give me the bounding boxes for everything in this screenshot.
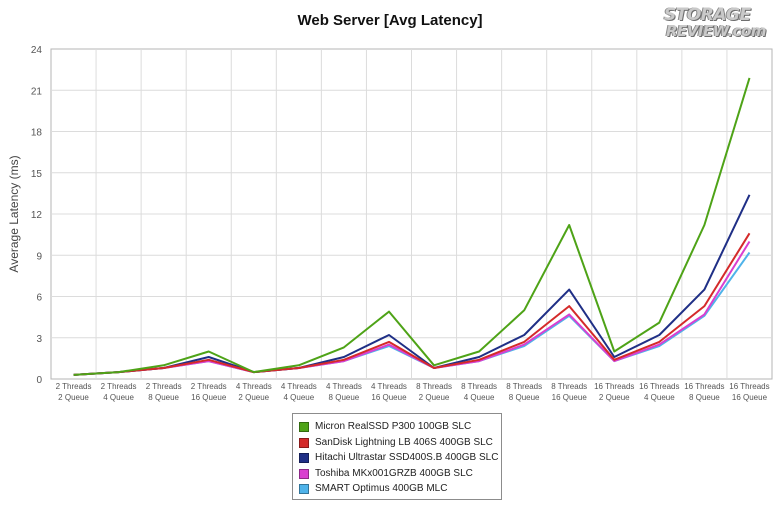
y-tick-label: 3	[36, 334, 42, 345]
x-tick-label: 2 Queue	[238, 393, 269, 402]
y-tick-label: 21	[31, 86, 43, 97]
x-tick-label: 8 Queue	[329, 393, 360, 402]
legend-swatch	[299, 453, 309, 463]
x-tick-label: 16 Queue	[732, 393, 768, 402]
x-tick-label: 16 Threads	[684, 382, 724, 391]
x-tick-label: 16 Threads	[639, 382, 679, 391]
x-tick-label: 4 Queue	[464, 393, 495, 402]
x-axis-tick-labels: 2 Threads 2 Queue 2 Threads 4 Queue 2 Thread…	[56, 382, 770, 402]
legend-label: Hitachi Ultrastar SSD400S.B 400GB SLC	[315, 452, 499, 463]
x-tick-label: 8 Threads	[551, 382, 587, 391]
x-tick-label: 2 Queue	[419, 393, 450, 402]
legend-label: Micron RealSSD P300 100GB SLC	[315, 421, 472, 432]
y-tick-label: 18	[31, 128, 43, 139]
y-tick-label: 9	[36, 251, 42, 262]
x-tick-label: 8 Threads	[506, 382, 542, 391]
series-line	[73, 77, 751, 376]
x-tick-label: 4 Queue	[644, 393, 675, 402]
x-tick-label: 8 Queue	[689, 393, 720, 402]
y-tick-label: 6	[36, 293, 42, 304]
x-tick-label: 8 Threads	[416, 382, 452, 391]
legend-swatch	[299, 422, 309, 432]
x-tick-label: 8 Queue	[148, 393, 179, 402]
y-tick-label: 12	[31, 210, 43, 221]
x-tick-label: 4 Queue	[283, 393, 314, 402]
x-tick-label: 16 Queue	[191, 393, 227, 402]
x-tick-label: 16 Threads	[729, 382, 769, 391]
y-tick-label: 24	[31, 45, 43, 56]
x-tick-label: 4 Threads	[371, 382, 407, 391]
x-tick-label: 16 Queue	[552, 393, 588, 402]
legend-swatch	[299, 437, 309, 448]
x-tick-label: 8 Queue	[509, 393, 540, 402]
x-tick-label: 2 Queue	[58, 393, 89, 402]
y-tick-label: 15	[31, 169, 43, 180]
x-tick-label: 2 Queue	[599, 393, 630, 402]
x-tick-label: 2 Threads	[101, 382, 137, 391]
x-tick-label: 4 Queue	[103, 393, 134, 402]
x-tick-label: 4 Threads	[281, 382, 317, 391]
logo-line-1: STORAGE	[664, 5, 751, 25]
legend-label: Toshiba MKx001GRZB 400GB SLC	[315, 467, 473, 479]
x-tick-label: 8 Threads	[461, 382, 497, 391]
x-tick-label: 2 Threads	[146, 382, 182, 391]
series-lines	[73, 77, 751, 376]
chart-title: Web Server [Avg Latency]	[297, 12, 483, 29]
x-tick-label: 4 Threads	[236, 382, 272, 391]
logo-line-2: REVIEW.com	[666, 22, 767, 40]
x-tick-label: 4 Threads	[326, 382, 362, 391]
x-tick-label: 16 Threads	[594, 382, 634, 391]
y-tick-label: 0	[36, 375, 42, 386]
legend-swatch	[299, 468, 309, 479]
x-tick-label: 2 Threads	[191, 382, 227, 391]
x-tick-label: 2 Threads	[56, 382, 92, 391]
legend: Micron RealSSD P300 100GB SLC SanDisk Lig…	[292, 413, 502, 500]
storagereview-logo: STORAGE REVIEW.com	[664, 5, 767, 41]
series-line	[73, 194, 751, 376]
y-axis-label: Average Latency (ms)	[7, 155, 21, 272]
series-line	[73, 232, 751, 376]
legend-swatch	[299, 484, 309, 494]
legend-label: SanDisk Lightning LB 406S 400GB SLC	[315, 436, 493, 448]
legend-label: SMART Optimus 400GB MLC	[315, 483, 448, 494]
y-axis-tick-labels: 0 3 6 9 12 15 18 21 24	[31, 45, 43, 386]
x-tick-label: 16 Queue	[371, 393, 407, 402]
